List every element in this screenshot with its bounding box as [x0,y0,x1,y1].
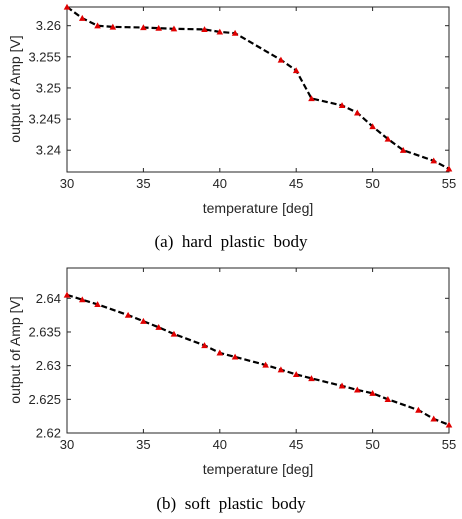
y-tick-label: 3.245 [28,112,61,127]
data-point-marker [170,330,178,337]
data-point-marker [170,25,178,32]
data-point-marker [338,382,346,389]
data-point-marker [155,323,162,330]
data-point-marker [277,56,285,63]
y-tick-label: 3.255 [28,49,61,64]
y-tick-label: 2.62 [36,426,61,441]
data-point-marker [384,135,392,142]
x-tick-label: 45 [289,176,303,191]
y-tick-label: 3.25 [36,80,61,95]
data-point-marker [231,29,239,36]
data-point-marker [338,102,346,109]
data-point-marker [140,317,147,324]
series-line [67,7,449,170]
x-tick-label: 35 [136,437,150,452]
panel-soft-plastic: 30 35 40 45 50 55 2.62 2.625 2.63 2.635 2.64 tempe… [7,267,456,513]
data-point-marker [369,123,376,130]
data-point-marker [277,366,285,373]
data-point-marker [231,353,239,360]
data-point-marker [430,415,438,422]
y-tick-label: 2.63 [36,358,61,373]
data-point-marker [354,386,361,393]
data-point-marker [78,296,86,303]
panel-caption: (b) soft plastic body [156,494,306,513]
x-tick-label: 35 [136,176,150,191]
x-tick-label: 50 [365,437,379,452]
y-tick-label: 2.64 [36,291,61,306]
data-point-marker [384,396,392,402]
x-tick-label: 50 [365,176,379,191]
x-tick-label: 45 [289,437,303,452]
data-point-marker [430,157,438,164]
y-axis-label: output of Amp [V] [7,35,23,142]
data-point-marker [94,22,101,29]
x-tick-label: 55 [442,176,456,191]
y-tick-label: 3.26 [36,18,61,33]
data-point-marker [216,28,224,35]
data-point-marker [78,14,86,21]
data-point-marker [369,389,376,396]
data-point-marker [94,301,101,308]
data-point-marker [445,421,453,428]
x-tick-label: 55 [442,437,456,452]
panel-caption: (a) hard plastic body [155,232,308,251]
data-point-marker [292,67,300,74]
x-tick-label: 40 [213,176,227,191]
data-series [63,291,453,428]
data-series [63,3,453,172]
y-axis-label: output of Amp [V] [7,296,23,403]
data-point-marker [63,3,71,10]
x-tick-label: 30 [60,437,74,452]
data-point-marker [399,146,407,153]
axis-ticks: 30 35 40 45 50 55 2.62 2.625 2.63 2.635 2.64 [28,268,456,452]
y-tick-label: 2.635 [28,324,61,339]
data-point-marker [109,23,117,30]
data-point-marker [155,24,162,31]
data-point-marker [140,24,147,31]
data-point-marker [415,406,422,413]
data-point-marker [445,165,453,172]
data-point-marker [201,342,208,349]
plot-area [66,267,450,434]
panel-hard-plastic: 30 35 40 45 50 55 3.24 3.245 3.25 3.255 3.26 tempe… [7,3,456,251]
y-tick-label: 2.625 [28,392,61,407]
data-point-marker [292,371,300,378]
data-point-marker [354,109,361,116]
data-point-marker [308,95,315,102]
data-point-marker [124,311,132,318]
x-axis-label: temperature [deg] [203,200,314,216]
data-point-marker [308,375,315,382]
x-axis-label: temperature [deg] [203,461,314,477]
x-tick-label: 30 [60,176,74,191]
data-point-marker [201,26,208,33]
axis-ticks: 30 35 40 45 50 55 3.24 3.245 3.25 3.255 3.26 [28,7,456,191]
data-point-marker [216,349,224,356]
data-point-marker [262,361,269,368]
x-tick-label: 40 [213,437,227,452]
y-tick-label: 3.24 [36,143,61,158]
plot-area [66,6,450,173]
data-point-marker [63,291,71,298]
